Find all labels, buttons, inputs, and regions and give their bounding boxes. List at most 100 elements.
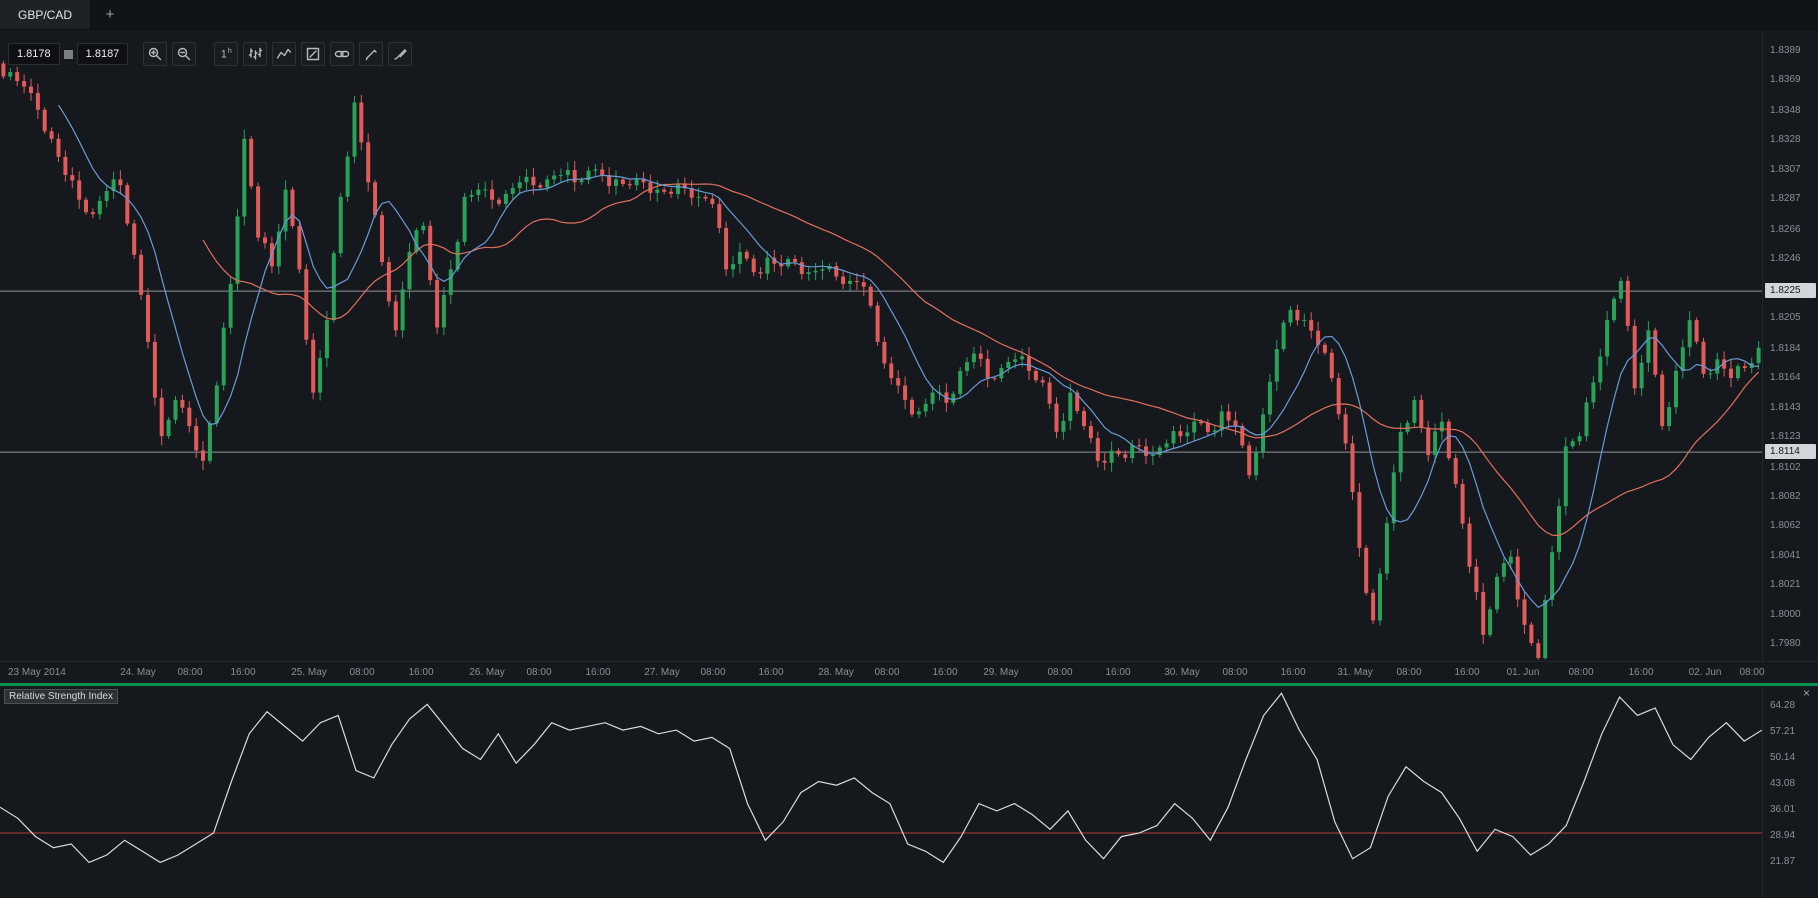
chart-type-button[interactable] [243, 42, 268, 66]
time-axis-label: 02. Jun [1688, 667, 1722, 678]
tab-label: GBP/CAD [18, 7, 73, 22]
time-axis[interactable]: 23 May 2014 24. May 08:00 16:00 25. May 08:00… [0, 661, 1818, 683]
panel-divider[interactable] [0, 683, 1818, 686]
time-axis-label: 08:00 [1222, 667, 1248, 678]
new-tab-button[interactable]: + [91, 0, 129, 29]
rsi-axis-label: 57.21 [1770, 725, 1796, 737]
time-axis-label: 08:00 [1396, 667, 1422, 678]
pencil-icon [366, 49, 378, 61]
quote-widget: 1.8178 1.8187 [8, 43, 129, 65]
tab-gbpcad[interactable]: GBP/CAD [0, 0, 92, 29]
time-axis-label: 16:00 [1628, 667, 1654, 678]
price-axis-label: 1.8041 [1770, 550, 1801, 561]
link-charts-icon [335, 50, 350, 58]
time-axis-label: 08:00 [526, 667, 552, 678]
price-axis[interactable]: 1.8389 1.8369 1.8348 1.8328 1.8307 1.8287 1.82… [1762, 30, 1818, 661]
horizontal-lines [0, 290, 1762, 453]
price-axis-label: 1.8287 [1770, 193, 1801, 205]
rsi-plot-area[interactable] [0, 686, 1763, 898]
price-axis-label: 1.8123 [1770, 431, 1801, 443]
rsi-axis-label: 36.01 [1770, 803, 1796, 815]
brush-button[interactable] [388, 42, 413, 66]
price-axis-label: 1.8143 [1770, 402, 1801, 414]
price-axis-label: 1.8102 [1770, 461, 1801, 473]
time-axis-label: 24. May [120, 667, 156, 678]
price-axis-label: 1.8307 [1770, 164, 1801, 176]
price-axis-label: 1.8164 [1770, 371, 1801, 383]
price-axis-label: 1.8389 [1770, 45, 1801, 57]
plus-icon: + [105, 6, 115, 23]
rsi-panel: Relative Strength Index × 64.28 57.21 50.1… [0, 686, 1818, 898]
price-axis-label: 1.8348 [1770, 104, 1801, 116]
annotate-button[interactable] [359, 42, 384, 66]
rsi-title[interactable]: Relative Strength Index [4, 689, 118, 704]
time-axis-label: 16:00 [408, 667, 434, 678]
price-axis-label: 1.8062 [1770, 519, 1801, 531]
price-plot-area[interactable] [0, 30, 1762, 661]
templates-button[interactable] [301, 42, 326, 66]
time-axis-label: 08:00 [349, 667, 375, 678]
bid-price: 1.8178 [17, 48, 51, 60]
ask-price-button[interactable]: 1.8187 [76, 43, 129, 65]
ma-slow-line [202, 183, 1760, 537]
timeframe-button[interactable]: 1h [214, 42, 239, 66]
time-axis-label: 16:00 [1454, 667, 1480, 678]
brush-icon [394, 49, 407, 60]
rsi-close-icon[interactable]: × [1802, 686, 1810, 700]
price-axis-label: 1.8021 [1770, 579, 1801, 591]
templates-icon [307, 47, 320, 61]
zoom-in-icon [149, 47, 162, 61]
time-axis-label: 08:00 [1047, 667, 1073, 678]
time-axis-label: 28. May [818, 667, 854, 678]
timeframe-label: 1h [220, 47, 232, 61]
rsi-axis-label: 43.08 [1770, 777, 1796, 789]
indicators-icon [277, 48, 292, 59]
zoom-in-button[interactable] [143, 42, 168, 66]
time-axis-label: 16:00 [1105, 667, 1131, 678]
price-axis-label: 1.8266 [1770, 223, 1801, 235]
time-axis-label: 08:00 [177, 667, 203, 678]
chart-toolbar: 1.8178 1.8187 [8, 42, 413, 66]
rsi-axis-label: 50.14 [1770, 751, 1796, 763]
time-axis-label: 08:00 [874, 667, 900, 678]
price-axis-label: 1.8082 [1770, 490, 1801, 502]
time-axis-label: 30. May [1164, 667, 1200, 678]
link-charts-button[interactable] [330, 42, 355, 66]
indicators-button[interactable] [272, 42, 297, 66]
time-axis-label: 16:00 [1280, 667, 1306, 678]
zoom-out-button[interactable] [172, 42, 197, 66]
tab-bar: GBP/CAD + [0, 0, 1818, 30]
price-axis-label: 1.7980 [1770, 638, 1801, 650]
time-axis-label: 01. Jun [1506, 667, 1540, 678]
rsi-axis-label: 28.94 [1770, 829, 1796, 841]
time-axis-label: 16:00 [585, 667, 611, 678]
time-axis-label: 27. May [644, 667, 680, 678]
price-axis-label: 1.8369 [1770, 74, 1801, 86]
price-axis-label: 1.8000 [1770, 609, 1801, 621]
rsi-line [0, 692, 1763, 864]
price-axis-label: 1.8246 [1770, 252, 1801, 264]
ma-fast-line [57, 104, 1759, 609]
time-axis-label: 26. May [469, 667, 505, 678]
bid-price-button[interactable]: 1.8178 [8, 43, 60, 65]
price-axis-chip: 1.8225 [1765, 283, 1816, 299]
candles [1, 60, 1761, 660]
price-chart[interactable] [0, 30, 1762, 661]
time-axis-label: 08:00 [1568, 667, 1594, 678]
rsi-axis-label: 64.28 [1770, 700, 1796, 712]
time-axis-label: 08:00 [700, 667, 726, 678]
time-axis-label: 16:00 [758, 667, 784, 678]
time-axis-label: 16:00 [230, 667, 256, 678]
price-axis-label: 1.8184 [1770, 342, 1801, 354]
time-axis-label: 29. May [983, 667, 1019, 678]
chart-type-icon [249, 47, 263, 60]
rsi-chart[interactable] [0, 686, 1763, 898]
time-axis-label: 31. May [1337, 667, 1373, 678]
price-axis-chip: 1.8114 [1765, 444, 1816, 460]
price-axis-label: 1.8205 [1770, 312, 1801, 324]
rsi-axis[interactable]: 64.28 57.21 50.14 43.08 36.01 28.94 21.87 [1762, 686, 1818, 898]
zoom-out-icon [178, 47, 191, 61]
rsi-axis-label: 21.87 [1770, 855, 1796, 867]
time-axis-label: 16:00 [932, 667, 958, 678]
